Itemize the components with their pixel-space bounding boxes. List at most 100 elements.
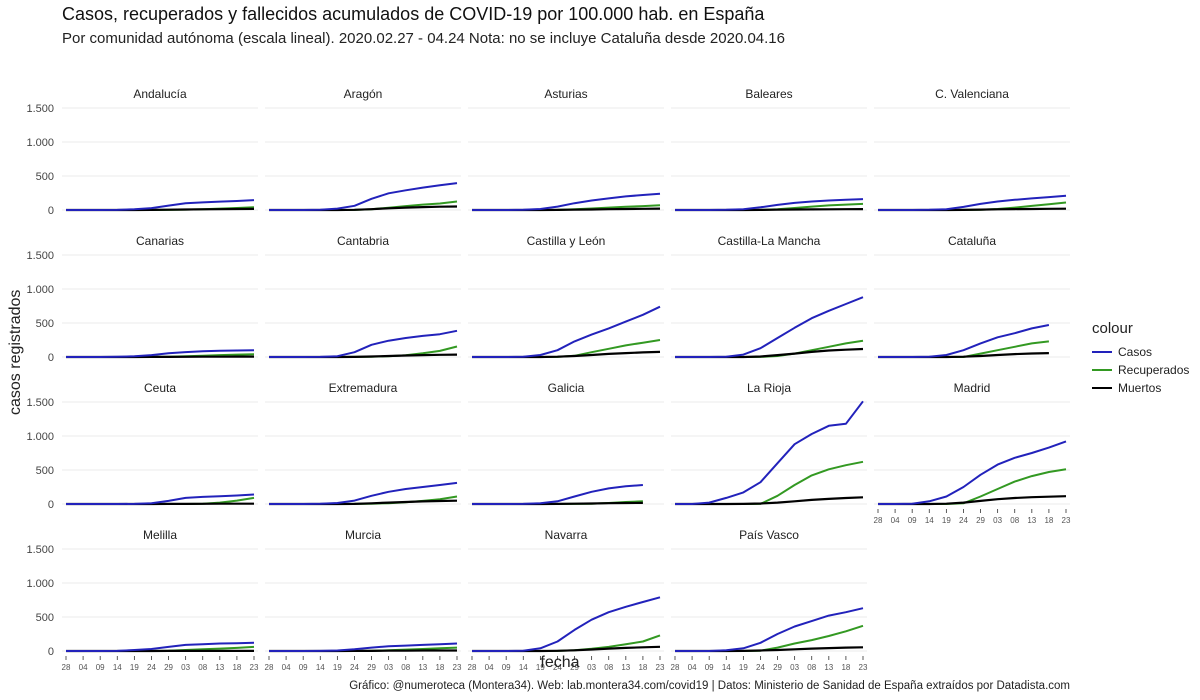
legend-item-recuperados: Recuperados — [1092, 361, 1192, 379]
chart-title: Casos, recuperados y fallecidos acumulad… — [62, 4, 765, 24]
series-casos-madrid — [878, 440, 1067, 505]
panel-title-castilla-la-mancha: Castilla-La Mancha — [718, 234, 821, 248]
x-tick-label: 09 — [502, 663, 511, 672]
x-tick-label: 23 — [250, 663, 259, 672]
legend-label-recuperados: Recuperados — [1118, 363, 1190, 377]
panel-title-pais-vasco: País Vasco — [739, 528, 799, 542]
x-tick-label: 09 — [96, 663, 105, 672]
x-tick-label: 09 — [908, 516, 917, 525]
y-tick-label: 1.000 — [26, 137, 54, 149]
panel-canarias: Canarias 0 500 1.000 1.500 — [26, 234, 258, 364]
panel-title-navarra: Navarra — [545, 528, 588, 542]
x-tick-label: 29 — [570, 663, 579, 672]
panel-title-aragon: Aragón — [344, 87, 383, 101]
panel-baleares: Baleares — [671, 87, 867, 212]
y-tick-label: 1.500 — [26, 250, 54, 262]
panel-la-rioja: La Rioja — [671, 381, 867, 506]
y-tick-label: 0 — [48, 352, 54, 364]
x-tick-label: 13 — [621, 663, 630, 672]
series-casos-castilla-y-leon — [472, 305, 661, 358]
y-axis-label: casos registrados — [7, 289, 24, 415]
panel-title-ceuta: Ceuta — [144, 381, 176, 395]
x-tick-label: 19 — [536, 663, 545, 672]
x-tick-label: 19 — [130, 663, 139, 672]
x-tick-label: 23 — [453, 663, 462, 672]
x-tick-label: 03 — [790, 663, 799, 672]
x-tick-label: 29 — [164, 663, 173, 672]
panel-murcia: Murcia 28 04 09 14 19 24 29 03 08 13 18 23 — [265, 528, 462, 672]
panel-pais-vasco: País Vasco 28 04 09 14 19 24 29 03 08 13 18 23 — [671, 528, 868, 672]
legend-item-muertos: Muertos — [1092, 379, 1192, 397]
panel-cantabria: Cantabria — [265, 234, 461, 359]
chart-caption: Gráfico: @numeroteca (Montera34). Web: l… — [349, 680, 1070, 692]
panel-c-valenciana: C. Valenciana — [874, 87, 1070, 212]
legend: colour Casos Recuperados Muertos — [1092, 320, 1192, 397]
x-tick-label: 13 — [215, 663, 224, 672]
legend-key-recuperados — [1092, 369, 1112, 371]
panel-madrid: Madrid 28 04 09 14 19 24 29 03 08 13 18 23 — [874, 381, 1071, 525]
x-tick-label: 19 — [942, 516, 951, 525]
x-tick-label: 13 — [1027, 516, 1036, 525]
x-tick-label: 28 — [671, 663, 680, 672]
x-tick-label: 14 — [722, 663, 731, 672]
x-tick-label: 24 — [147, 663, 156, 672]
panel-title-madrid: Madrid — [954, 381, 991, 395]
x-tick-label: 28 — [874, 516, 883, 525]
series-casos-canarias — [66, 349, 255, 358]
series-casos-pais-vasco — [675, 607, 864, 652]
panel-galicia: Galicia — [468, 381, 664, 506]
x-tick-label: 24 — [959, 516, 968, 525]
y-tick-label: 1.500 — [26, 103, 54, 115]
series-casos-extremadura — [269, 481, 458, 505]
panel-title-la-rioja: La Rioja — [747, 381, 791, 395]
y-tick-label: 0 — [48, 205, 54, 217]
x-tick-label: 03 — [181, 663, 190, 672]
x-tick-label: 14 — [316, 663, 325, 672]
series-casos-aragon — [269, 182, 458, 211]
x-tick-label: 04 — [688, 663, 697, 672]
panel-castilla-y-leon: Castilla y León — [468, 234, 664, 359]
panel-title-murcia: Murcia — [345, 528, 381, 542]
series-casos-melilla — [66, 641, 255, 652]
series-casos-asturias — [472, 192, 661, 211]
x-tick-label: 14 — [925, 516, 934, 525]
x-tick-label: 03 — [384, 663, 393, 672]
x-tick-label: 18 — [1044, 516, 1053, 525]
x-tick-label: 24 — [350, 663, 359, 672]
panel-title-melilla: Melilla — [143, 528, 177, 542]
x-tick-label: 23 — [859, 663, 868, 672]
y-tick-label: 500 — [36, 612, 54, 624]
x-tick-label: 08 — [401, 663, 410, 672]
x-tick-label: 08 — [807, 663, 816, 672]
x-tick-label: 14 — [519, 663, 528, 672]
y-tick-label: 1.000 — [26, 578, 54, 590]
x-tick-label: 03 — [993, 516, 1002, 525]
series-muertos-castilla-la-mancha — [675, 347, 864, 359]
y-tick-label: 1.500 — [26, 397, 54, 409]
panel-cataluna: Cataluña — [874, 234, 1070, 359]
x-tick-label: 08 — [604, 663, 613, 672]
series-muertos-la-rioja — [675, 496, 864, 506]
series-casos-cantabria — [269, 329, 458, 358]
x-tick-label: 13 — [824, 663, 833, 672]
panel-aragon: Aragón — [265, 87, 461, 212]
x-tick-label: 28 — [468, 663, 477, 672]
x-tick-label: 14 — [113, 663, 122, 672]
panel-title-cantabria: Cantabria — [337, 234, 389, 248]
panel-title-canarias: Canarias — [136, 234, 184, 248]
x-tick-label: 23 — [1062, 516, 1071, 525]
chart-subtitle: Por comunidad autónoma (escala lineal). … — [62, 30, 785, 47]
series-casos-andalucia — [66, 199, 255, 211]
legend-item-casos: Casos — [1092, 343, 1192, 361]
series-recuperados-madrid — [878, 468, 1067, 505]
panel-title-extremadura: Extremadura — [329, 381, 398, 395]
series-casos-galicia — [472, 484, 643, 505]
x-tick-label: 24 — [553, 663, 562, 672]
y-tick-label: 0 — [48, 499, 54, 511]
x-tick-label: 28 — [265, 663, 274, 672]
panel-title-baleares: Baleares — [745, 87, 792, 101]
x-tick-label: 28 — [62, 663, 71, 672]
x-tick-label: 18 — [435, 663, 444, 672]
x-tick-label: 18 — [638, 663, 647, 672]
series-casos-cataluna — [878, 324, 1050, 358]
